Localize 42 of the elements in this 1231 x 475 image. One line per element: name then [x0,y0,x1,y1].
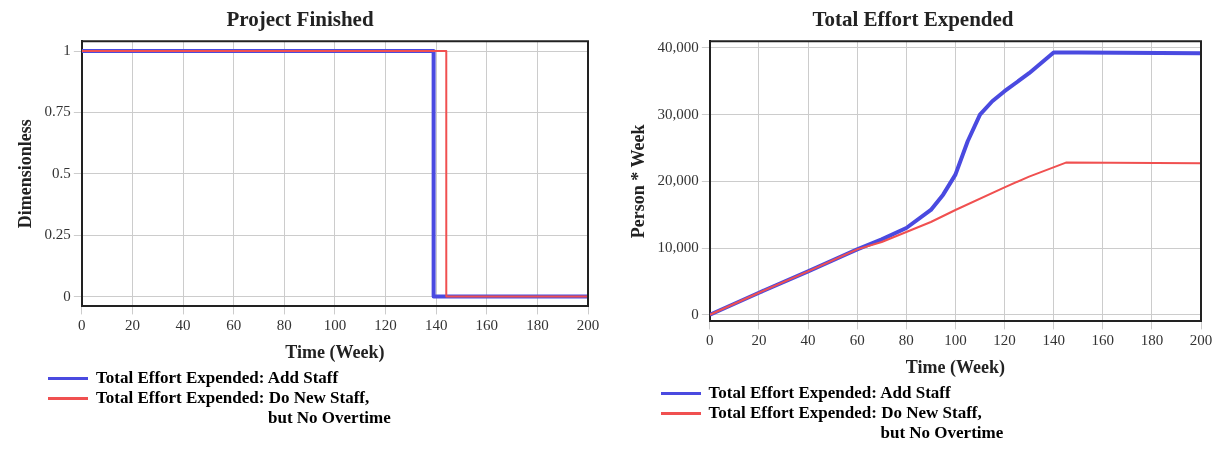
x-tick-label: 100 [323,317,347,334]
x-tick-label: 20 [750,332,766,349]
x-tick-label: 100 [943,332,967,349]
chart-title: Project Finished [226,7,374,32]
x-tick-label: 180 [1140,332,1163,349]
y-tick-label: 0 [63,287,71,304]
x-tick-label: 160 [1091,332,1114,349]
x-tick-label: 180 [526,317,549,334]
x-tick-label: 40 [800,332,816,349]
x-tick-label: 80 [898,332,914,349]
x-tick-label: 80 [276,317,292,334]
legend-label: Total Effort Expended: Do New Staff, but No Overtime [708,403,1005,443]
legend-label: Total Effort Expended: Add Staff [96,368,340,388]
chart-title: Total Effort Expended [811,7,1014,32]
x-tick-label: 40 [175,317,191,334]
x-tick-label: 120 [374,317,397,334]
legend-label: Total Effort Expended: Add Staff [708,383,952,403]
y-tick-label: 10,000 [657,238,699,255]
x-axis-title: Time (Week) [905,356,1005,378]
x-tick-label: 120 [992,332,1016,349]
x-tick-label: 200 [576,317,600,334]
x-tick-label: 0 [705,332,714,349]
y-tick-label: 0 [690,305,699,322]
y-axis-title: Dimensionless [15,119,36,229]
y-tick-label: 0.75 [44,103,71,120]
x-tick-label: 20 [124,317,140,334]
x-tick-label: 60 [226,317,242,334]
x-tick-label: 140 [1041,332,1065,349]
y-tick-label: 40,000 [657,38,699,55]
x-tick-label: 200 [1189,332,1212,349]
y-tick-label: 0.25 [44,226,71,243]
y-axis-title: Person * Week [627,124,648,239]
x-tick-label: 60 [849,332,865,349]
y-tick-label: 0.5 [52,164,71,181]
x-tick-label: 160 [475,317,499,334]
y-tick-label: 1 [63,41,71,58]
x-tick-label: 0 [78,317,86,334]
x-tick-label: 140 [424,317,448,334]
y-tick-label: 30,000 [657,105,699,122]
x-axis-title: Time (Week) [285,341,385,363]
y-tick-label: 20,000 [657,172,699,189]
legend-label: Total Effort Expended: Do New Staff, but No Overtime [96,388,392,428]
